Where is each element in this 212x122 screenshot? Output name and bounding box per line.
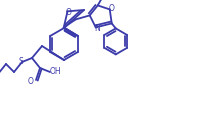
Text: S: S <box>19 56 23 66</box>
Text: O: O <box>66 8 71 17</box>
Text: O: O <box>109 4 115 13</box>
Text: N: N <box>94 24 100 33</box>
Text: OH: OH <box>50 67 62 76</box>
Text: O: O <box>28 77 34 86</box>
